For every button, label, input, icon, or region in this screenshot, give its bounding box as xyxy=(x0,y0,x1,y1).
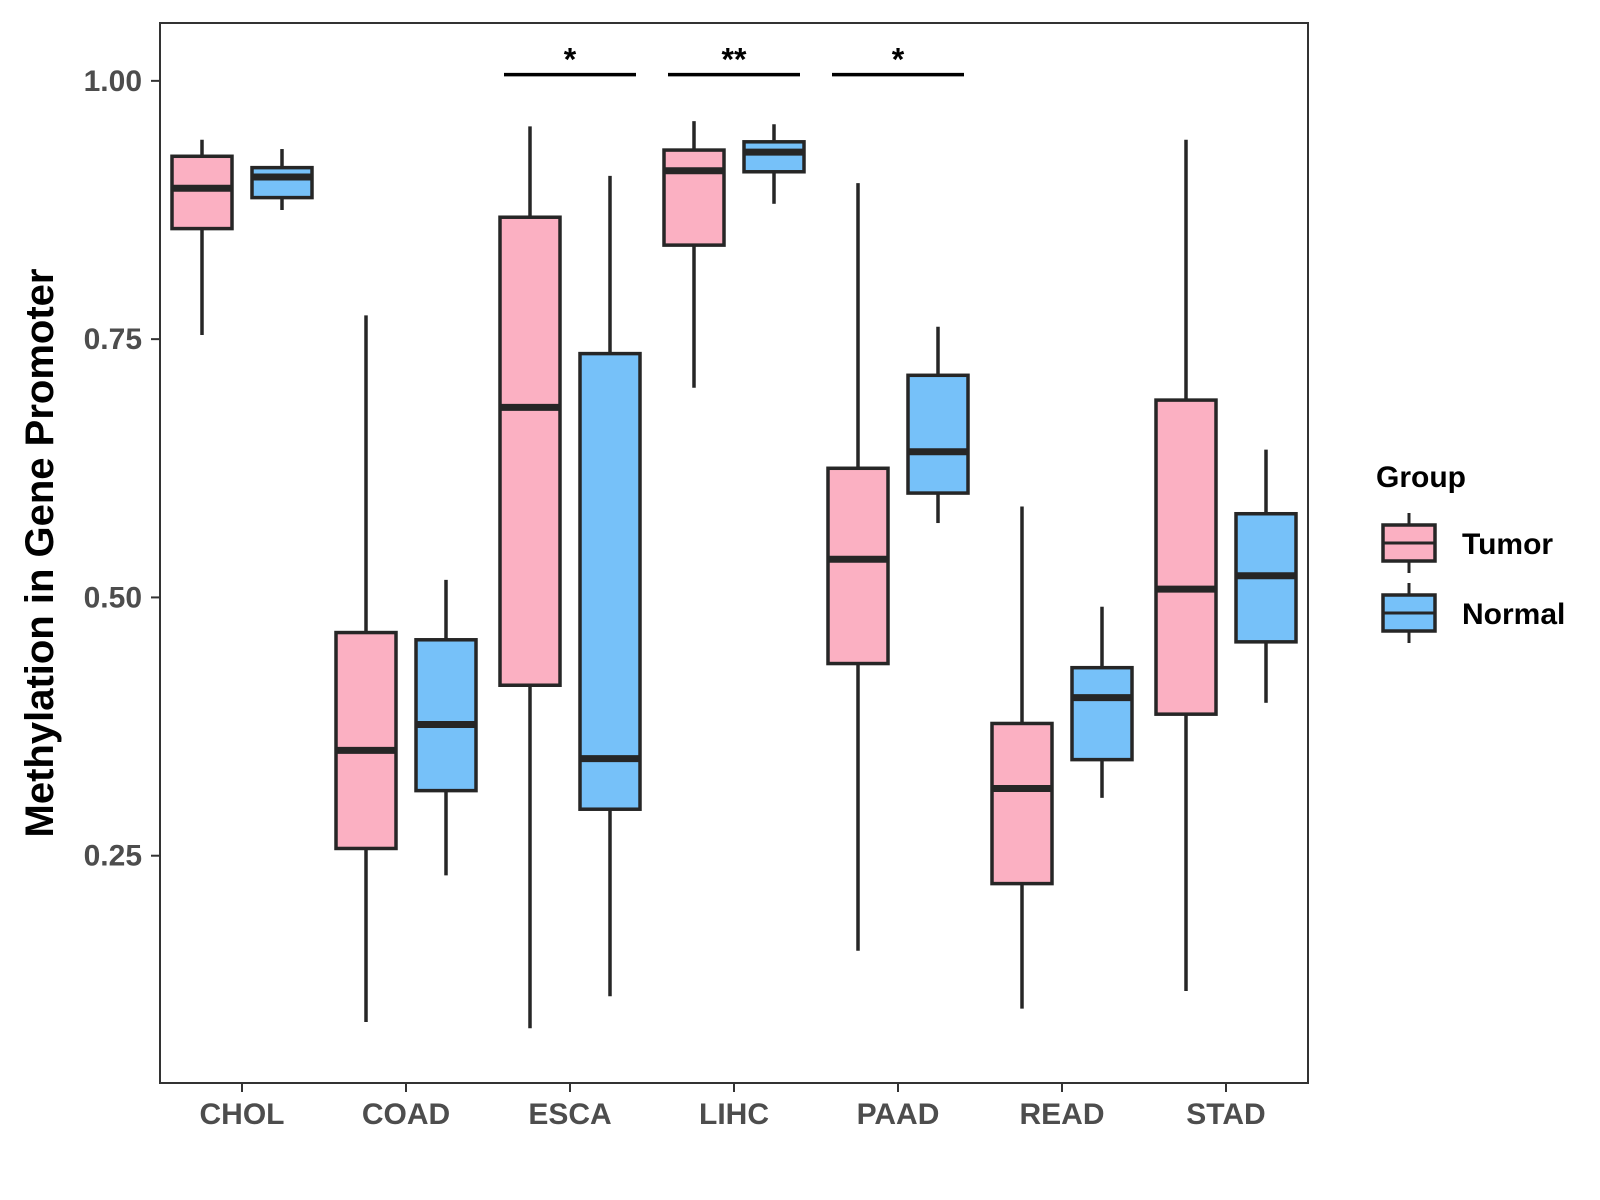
x-tick-label: LIHC xyxy=(699,1098,769,1131)
significance-label: * xyxy=(892,42,905,78)
box-stad-normal xyxy=(1234,449,1298,703)
box-esca-tumor xyxy=(498,126,562,1029)
x-tick-label: CHOL xyxy=(200,1098,285,1131)
significance-label: * xyxy=(564,42,577,78)
box-read-tumor xyxy=(990,506,1054,1009)
significance-lihc: ** xyxy=(668,42,800,78)
x-tick-label: READ xyxy=(1019,1098,1104,1131)
plot-layer: * ** * xyxy=(170,42,1298,1029)
y-tick-label: 0.50 xyxy=(84,581,142,614)
significance-label: ** xyxy=(722,42,747,78)
box-paad-normal xyxy=(906,326,970,524)
box-body xyxy=(906,373,970,495)
box-body xyxy=(662,148,726,247)
significance-esca: * xyxy=(504,42,636,78)
box-chol-normal xyxy=(250,149,314,210)
axis-layer: 0.25 0.50 0.75 1.00 CHOL COAD ESCA LIHC PAAD READ… xyxy=(84,65,1266,1131)
box-body xyxy=(742,140,806,174)
legend-label: Normal xyxy=(1462,598,1565,631)
box-read-normal xyxy=(1070,606,1134,798)
box-body xyxy=(1154,398,1218,716)
legend-title: Group xyxy=(1376,461,1466,494)
box-body xyxy=(170,154,234,231)
y-axis-label: Methylation in Gene Promoter xyxy=(18,269,62,838)
legend-item-tumor: Tumor xyxy=(1381,513,1553,573)
legend-label: Tumor xyxy=(1462,528,1553,561)
legend-items: Tumor Normal xyxy=(1381,513,1565,643)
plot-panel-border xyxy=(159,22,1309,1084)
y-tick-label: 1.00 xyxy=(84,65,142,98)
box-stad-tumor xyxy=(1154,139,1218,992)
box-body xyxy=(250,165,314,200)
box-lihc-tumor xyxy=(662,121,726,388)
significance-paad: * xyxy=(832,42,964,78)
box-chol-tumor xyxy=(170,139,234,336)
box-body xyxy=(990,721,1054,886)
box-body xyxy=(414,638,478,793)
box-body xyxy=(578,351,642,811)
y-tick-label: 0.75 xyxy=(84,323,142,356)
box-paad-tumor xyxy=(826,183,890,951)
box-esca-normal xyxy=(578,175,642,997)
box-lihc-normal xyxy=(742,124,806,204)
legend: Group Tumor Normal xyxy=(1376,461,1565,643)
box-body xyxy=(498,215,562,687)
box-coad-tumor xyxy=(334,315,398,1023)
x-tick-label: ESCA xyxy=(528,1098,611,1131)
box-body xyxy=(1070,665,1134,762)
box-coad-normal xyxy=(414,579,478,876)
y-tick-label: 0.25 xyxy=(84,840,142,873)
x-tick-label: STAD xyxy=(1186,1098,1265,1131)
x-tick-label: COAD xyxy=(362,1098,450,1131)
box-body xyxy=(826,466,890,666)
legend-item-normal: Normal xyxy=(1381,583,1565,643)
box-body xyxy=(334,630,398,851)
x-tick-label: PAAD xyxy=(857,1098,940,1131)
